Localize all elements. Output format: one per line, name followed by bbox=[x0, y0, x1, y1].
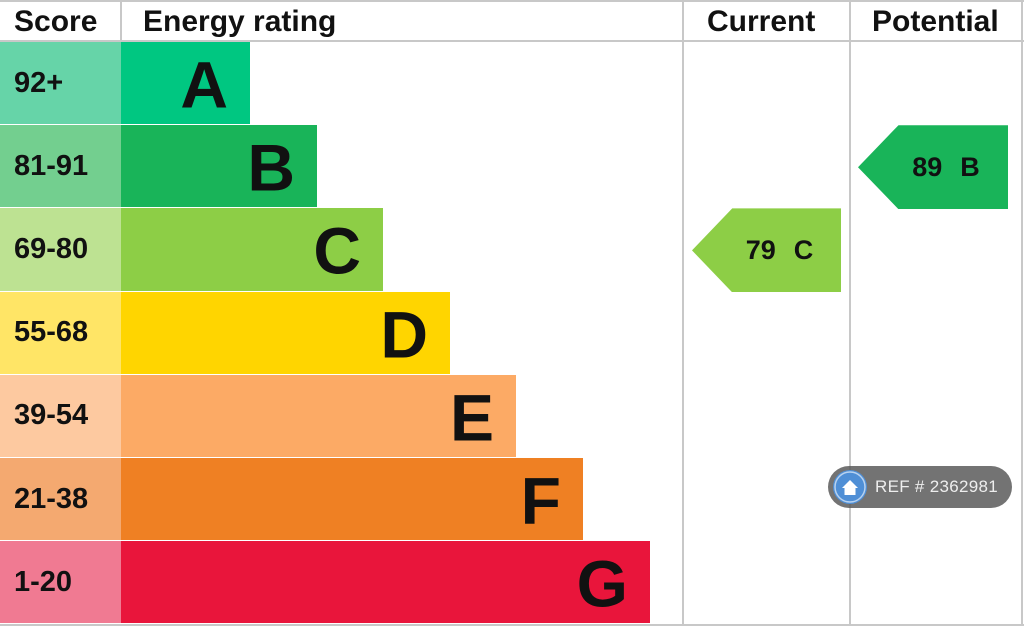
current-column-divider bbox=[682, 0, 684, 626]
current-arrow-label: 79 C bbox=[692, 208, 841, 292]
potential-column-divider bbox=[849, 0, 851, 626]
bottom-border bbox=[0, 624, 1024, 626]
potential-arrow-label: 89 B bbox=[858, 125, 1008, 209]
band-bar: G bbox=[121, 541, 650, 624]
score-header: Score bbox=[14, 5, 98, 38]
header-divider bbox=[0, 40, 1024, 42]
home-icon bbox=[833, 470, 867, 504]
band-score: 1-20 bbox=[0, 541, 121, 624]
band-row-d: 55-68 D bbox=[0, 291, 682, 374]
potential-value: 89 bbox=[912, 151, 943, 182]
current-rating-arrow: 79 C bbox=[692, 208, 841, 293]
band-letter: A bbox=[180, 47, 228, 122]
band-bar: D bbox=[121, 291, 450, 374]
band-bar: B bbox=[121, 125, 317, 208]
band-bar: F bbox=[121, 458, 583, 541]
band-score: 21-38 bbox=[0, 458, 121, 541]
band-letter: F bbox=[520, 463, 561, 538]
energy-rating-header: Energy rating bbox=[143, 5, 337, 38]
band-row-c: 69-80 C bbox=[0, 208, 682, 291]
band-score: 69-80 bbox=[0, 208, 121, 291]
band-letter: E bbox=[449, 380, 494, 455]
band-letter: D bbox=[380, 297, 428, 372]
current-value: 79 bbox=[745, 234, 776, 265]
score-column-divider bbox=[120, 0, 122, 42]
band-row-b: 81-91 B bbox=[0, 125, 682, 208]
band-row-a: 92+ A bbox=[0, 42, 682, 125]
band-score: 55-68 bbox=[0, 291, 121, 374]
band-score: 39-54 bbox=[0, 374, 121, 457]
band-bar: E bbox=[121, 374, 516, 457]
band-bar: A bbox=[121, 42, 250, 125]
top-border bbox=[0, 0, 1024, 2]
band-row-f: 21-38 F bbox=[0, 458, 682, 541]
band-score: 81-91 bbox=[0, 125, 121, 208]
current-header: Current bbox=[707, 5, 816, 38]
current-letter: C bbox=[793, 234, 814, 265]
potential-header: Potential bbox=[872, 5, 999, 38]
potential-letter: B bbox=[960, 151, 980, 182]
right-border bbox=[1021, 0, 1023, 626]
potential-rating-arrow: 89 B bbox=[858, 125, 1008, 210]
band-bar: C bbox=[121, 208, 383, 291]
band-letter: B bbox=[247, 130, 295, 205]
band-letter: G bbox=[576, 546, 628, 621]
reference-number: REF # 2362981 bbox=[875, 477, 998, 496]
band-score: 92+ bbox=[0, 42, 121, 125]
reference-badge: REF # 2362981 bbox=[828, 466, 1012, 508]
band-row-e: 39-54 E bbox=[0, 374, 682, 457]
band-row-g: 1-20 G bbox=[0, 541, 682, 624]
band-letter: C bbox=[313, 213, 361, 288]
